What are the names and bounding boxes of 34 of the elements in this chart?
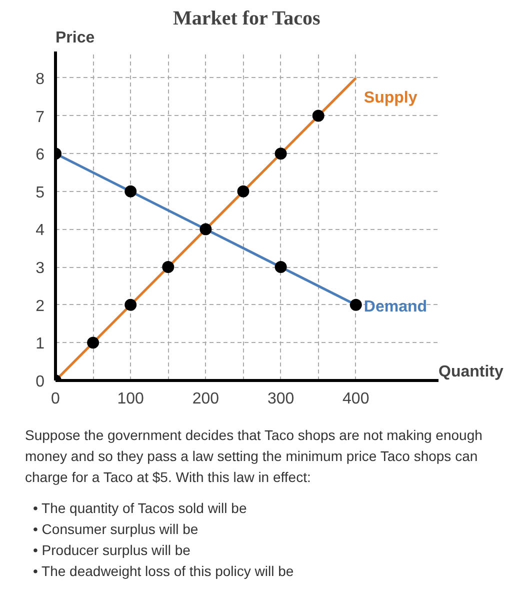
y-tick-label: 0	[36, 374, 45, 390]
text: • Producer surplus will be	[33, 541, 192, 560]
text: • The deadweight loss of this policy will be	[33, 562, 295, 581]
point	[124, 298, 137, 311]
series-label: Demand	[364, 298, 428, 316]
point	[274, 148, 287, 160]
chart-title: Market for Tacos	[172, 8, 321, 30]
y-tick-label: 8	[36, 70, 45, 88]
text: • The quantity of Tacos sold will be	[33, 499, 248, 518]
x-tick-label: 400	[342, 390, 370, 408]
text: • Consumer surplus will be	[33, 520, 200, 539]
series-label: Supply	[364, 89, 418, 106]
y-tick-label: 7	[36, 108, 45, 126]
point	[237, 185, 250, 198]
y-tick-label: 3	[36, 260, 45, 278]
point	[200, 223, 212, 236]
x-tick-label: 0	[51, 390, 60, 408]
y-axis-title: Price	[56, 30, 95, 46]
point	[124, 185, 137, 198]
text: Suppose the government decides that Taco shops are not making enough money and so they pass a law setting the minimum price Taco shops can charge for a Taco at $5. With this law in effect:	[25, 426, 484, 487]
point	[312, 110, 324, 122]
x-tick-label: 200	[192, 390, 220, 408]
x-tick-label: 100	[117, 390, 144, 408]
y-tick-label: 4	[36, 222, 45, 240]
point	[274, 261, 287, 274]
y-tick-label: 6	[36, 146, 45, 164]
point	[350, 298, 362, 311]
y-tick-label: 2	[36, 298, 45, 315]
x-axis-title: Quantity	[438, 364, 504, 380]
y-tick-label: 1	[36, 336, 45, 353]
point	[162, 261, 174, 274]
y-tick-label: 5	[36, 184, 45, 202]
point	[87, 336, 100, 349]
x-tick-label: 300	[267, 390, 294, 408]
